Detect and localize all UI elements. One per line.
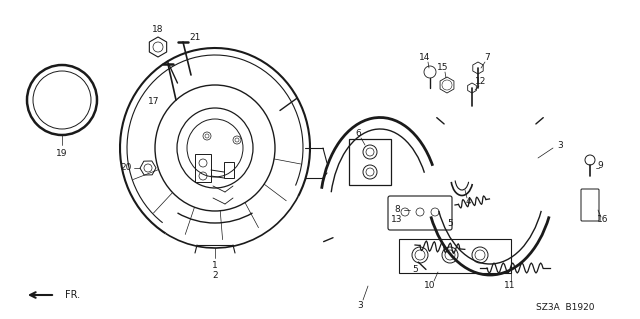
- Text: 12: 12: [476, 78, 486, 86]
- Text: 17: 17: [148, 98, 160, 107]
- Text: 21: 21: [189, 33, 201, 42]
- Text: FR.: FR.: [65, 290, 80, 300]
- Text: 18: 18: [152, 25, 164, 33]
- Text: 6: 6: [355, 130, 361, 138]
- Text: 2: 2: [212, 271, 218, 279]
- Text: 19: 19: [56, 149, 68, 158]
- Text: 5: 5: [412, 265, 418, 275]
- Text: 8: 8: [394, 205, 400, 214]
- Text: 4: 4: [465, 197, 471, 206]
- Text: SZ3A  B1920: SZ3A B1920: [536, 303, 595, 313]
- Text: 5: 5: [447, 219, 453, 228]
- Text: 1: 1: [212, 262, 218, 271]
- Text: 3: 3: [357, 300, 363, 309]
- Text: 3: 3: [557, 140, 563, 150]
- Text: 10: 10: [424, 280, 436, 290]
- Text: 9: 9: [597, 160, 603, 169]
- Text: 20: 20: [120, 164, 132, 173]
- Text: 13: 13: [391, 216, 403, 225]
- Text: 7: 7: [484, 54, 490, 63]
- Text: 11: 11: [504, 280, 516, 290]
- Text: 14: 14: [419, 53, 431, 62]
- Text: 15: 15: [437, 63, 449, 72]
- Text: 16: 16: [597, 216, 609, 225]
